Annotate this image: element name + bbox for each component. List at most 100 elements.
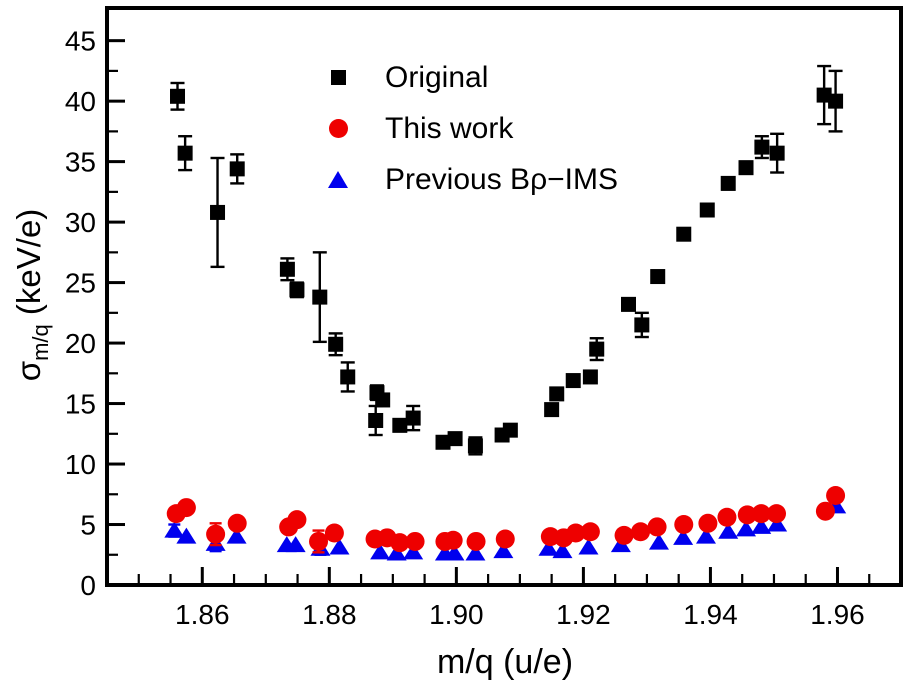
y-axis-symbol: σ	[10, 360, 48, 382]
data-point-square	[549, 386, 565, 402]
legend-item-previous-brho-ims: Previous Bρ−IMS	[318, 154, 618, 205]
data-point-circle	[580, 522, 600, 542]
data-point-triangle	[578, 538, 599, 555]
legend-label: Original	[385, 60, 489, 94]
data-point-square	[467, 438, 483, 454]
data-point-circle	[698, 513, 718, 533]
data-point-circle	[631, 522, 651, 542]
data-point-triangle	[176, 527, 197, 544]
data-point-triangle	[648, 533, 669, 550]
y-tick-label: 40	[65, 86, 96, 117]
y-axis-unit: (keV/e)	[10, 208, 48, 316]
data-point-triangle	[751, 517, 772, 534]
data-point-circle	[443, 530, 463, 550]
y-tick-label: 45	[65, 26, 96, 57]
data-point-square	[565, 373, 581, 389]
legend-item-this-work: This work	[318, 103, 618, 154]
data-point-square	[312, 289, 328, 305]
data-point-square	[676, 226, 692, 242]
axis-ticks	[109, 39, 871, 587]
data-point-circle	[717, 507, 737, 527]
data-point-triangle	[164, 521, 185, 538]
data-point-square	[634, 317, 650, 333]
data-point-circle	[390, 533, 410, 553]
legend: Original This work Previous Bρ−IMS	[318, 52, 618, 205]
data-point-square	[699, 202, 715, 218]
legend-label: This work	[385, 111, 514, 145]
y-tick-label: 25	[65, 268, 96, 299]
y-tick-label: 15	[65, 389, 96, 420]
data-point-circle	[737, 505, 757, 525]
y-tick-label: 20	[65, 328, 96, 359]
x-tick-label: 1.88	[302, 599, 357, 630]
data-point-square	[502, 422, 518, 438]
data-point-square	[229, 161, 245, 177]
data-point-circle	[495, 529, 515, 549]
x-axis-tick-labels: 1.86 1.88 1.90 1.92 1.94 1.96	[175, 599, 865, 630]
data-point-triangle	[552, 542, 573, 559]
data-point-triangle	[538, 539, 559, 556]
data-point-circle	[227, 513, 247, 533]
legend-item-original: Original	[318, 52, 618, 103]
y-tick-label: 5	[80, 510, 96, 541]
data-point-square	[720, 175, 736, 191]
data-point-square	[368, 412, 384, 428]
data-point-triangle	[444, 544, 465, 561]
data-point-circle	[826, 485, 846, 505]
data-point-circle	[815, 501, 835, 521]
data-point-circle	[767, 504, 787, 524]
data-point-square	[447, 431, 463, 447]
data-point-circle	[287, 510, 307, 530]
y-tick-label: 35	[65, 147, 96, 178]
data-point-square	[375, 392, 391, 408]
y-axis-subscript: m/q	[27, 324, 53, 361]
circle-marker-icon	[328, 119, 348, 138]
data-point-circle	[647, 517, 667, 537]
x-axis-title: m/q (u/e)	[436, 643, 574, 681]
data-point-square	[177, 145, 193, 161]
y-tick-label: 10	[65, 449, 96, 480]
data-point-triangle	[386, 544, 407, 561]
data-point-square	[392, 417, 408, 433]
x-tick-label: 1.96	[810, 599, 865, 630]
data-point-triangle	[718, 522, 739, 539]
series-original	[170, 64, 844, 456]
y-tick-label: 30	[65, 207, 96, 238]
data-point-circle	[674, 515, 694, 535]
data-point-triangle	[695, 527, 716, 544]
data-point-triangle	[673, 528, 694, 545]
data-point-square	[816, 87, 832, 103]
data-point-circle	[614, 525, 634, 545]
data-point-circle	[176, 498, 196, 518]
data-point-square	[738, 160, 754, 176]
data-point-triangle	[465, 544, 486, 561]
data-point-square	[279, 261, 295, 277]
x-tick-label: 1.94	[683, 599, 738, 630]
data-point-circle	[466, 531, 486, 551]
y-axis-tick-labels: 0 5 10 15 20 25 30 35 40 45	[65, 26, 96, 601]
plot-frame	[105, 6, 903, 587]
data-point-triangle	[370, 543, 391, 560]
data-point-circle	[324, 523, 344, 543]
data-point-square	[754, 139, 770, 155]
data-point-square	[544, 402, 560, 418]
triangle-marker-icon	[328, 171, 348, 188]
x-tick-label: 1.90	[429, 599, 484, 630]
data-point-triangle	[767, 515, 788, 532]
data-point-triangle	[493, 542, 514, 559]
data-point-square	[340, 369, 356, 385]
series-this-work	[166, 485, 846, 554]
square-marker-icon	[330, 70, 346, 85]
data-point-square	[328, 336, 344, 352]
legend-label: Previous Bρ−IMS	[385, 162, 618, 196]
data-point-square	[170, 88, 186, 104]
data-point-circle	[405, 531, 425, 551]
data-point-circle	[309, 531, 329, 551]
data-point-triangle	[736, 520, 757, 537]
data-point-square	[405, 410, 421, 426]
data-point-triangle	[403, 543, 424, 560]
data-point-square	[650, 269, 666, 285]
x-tick-label: 1.92	[556, 599, 611, 630]
